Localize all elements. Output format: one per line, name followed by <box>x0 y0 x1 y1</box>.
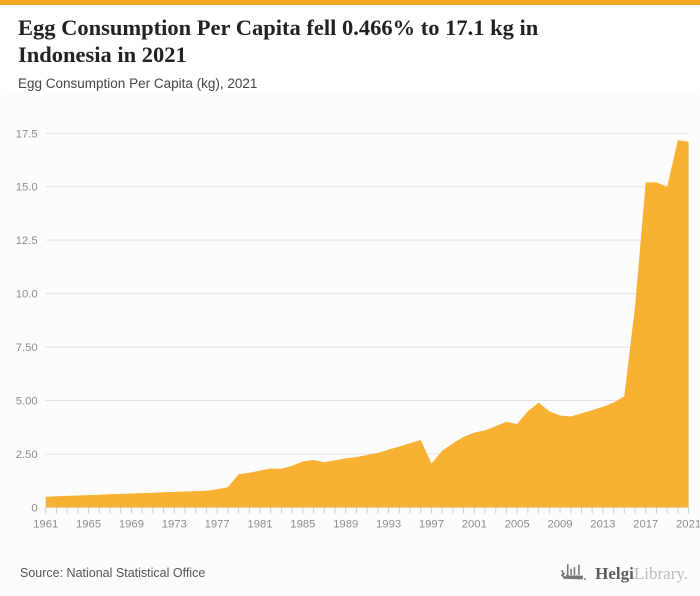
svg-text:1993: 1993 <box>376 518 401 530</box>
svg-text:1965: 1965 <box>76 518 101 530</box>
svg-text:7.50: 7.50 <box>16 342 38 354</box>
svg-text:17.5: 17.5 <box>16 128 38 140</box>
svg-text:0: 0 <box>31 502 37 514</box>
svg-text:15.0: 15.0 <box>16 182 38 194</box>
svg-text:2.50: 2.50 <box>16 449 38 461</box>
svg-text:2005: 2005 <box>505 518 530 530</box>
svg-text:12.5: 12.5 <box>16 235 38 247</box>
svg-text:2009: 2009 <box>547 518 572 530</box>
svg-text:1961: 1961 <box>33 518 58 530</box>
svg-text:5.00: 5.00 <box>16 396 38 408</box>
svg-text:2017: 2017 <box>633 518 658 530</box>
svg-text:2001: 2001 <box>462 518 487 530</box>
svg-text:2021: 2021 <box>676 518 700 530</box>
svg-text:1981: 1981 <box>247 518 272 530</box>
svg-text:1997: 1997 <box>419 518 444 530</box>
svg-text:10.0: 10.0 <box>16 289 38 301</box>
svg-text:1977: 1977 <box>205 518 230 530</box>
svg-text:1989: 1989 <box>333 518 358 530</box>
svg-text:1969: 1969 <box>119 518 144 530</box>
svg-text:1985: 1985 <box>290 518 315 530</box>
svg-text:2013: 2013 <box>590 518 615 530</box>
svg-text:1973: 1973 <box>162 518 187 530</box>
